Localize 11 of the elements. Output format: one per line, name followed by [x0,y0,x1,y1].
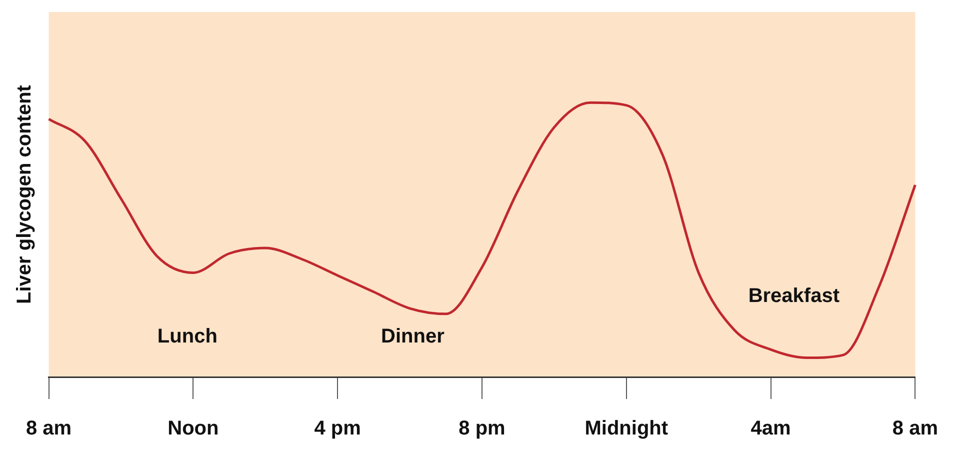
annotation: Dinner [381,325,445,348]
x-tick-label: 4am [750,418,791,440]
x-tick-label: Midnight [584,418,668,440]
x-tick-label: 8 am [26,418,72,440]
x-tick-label: 8 pm [458,418,506,440]
x-tick-label: 4 pm [314,418,361,440]
x-tick-label: Noon [168,418,219,440]
annotation: Lunch [157,325,218,348]
annotation: Breakfast [748,285,840,308]
x-tick-label: 8 am [892,418,938,440]
y-axis-title: Liver glycogen content [13,84,36,304]
